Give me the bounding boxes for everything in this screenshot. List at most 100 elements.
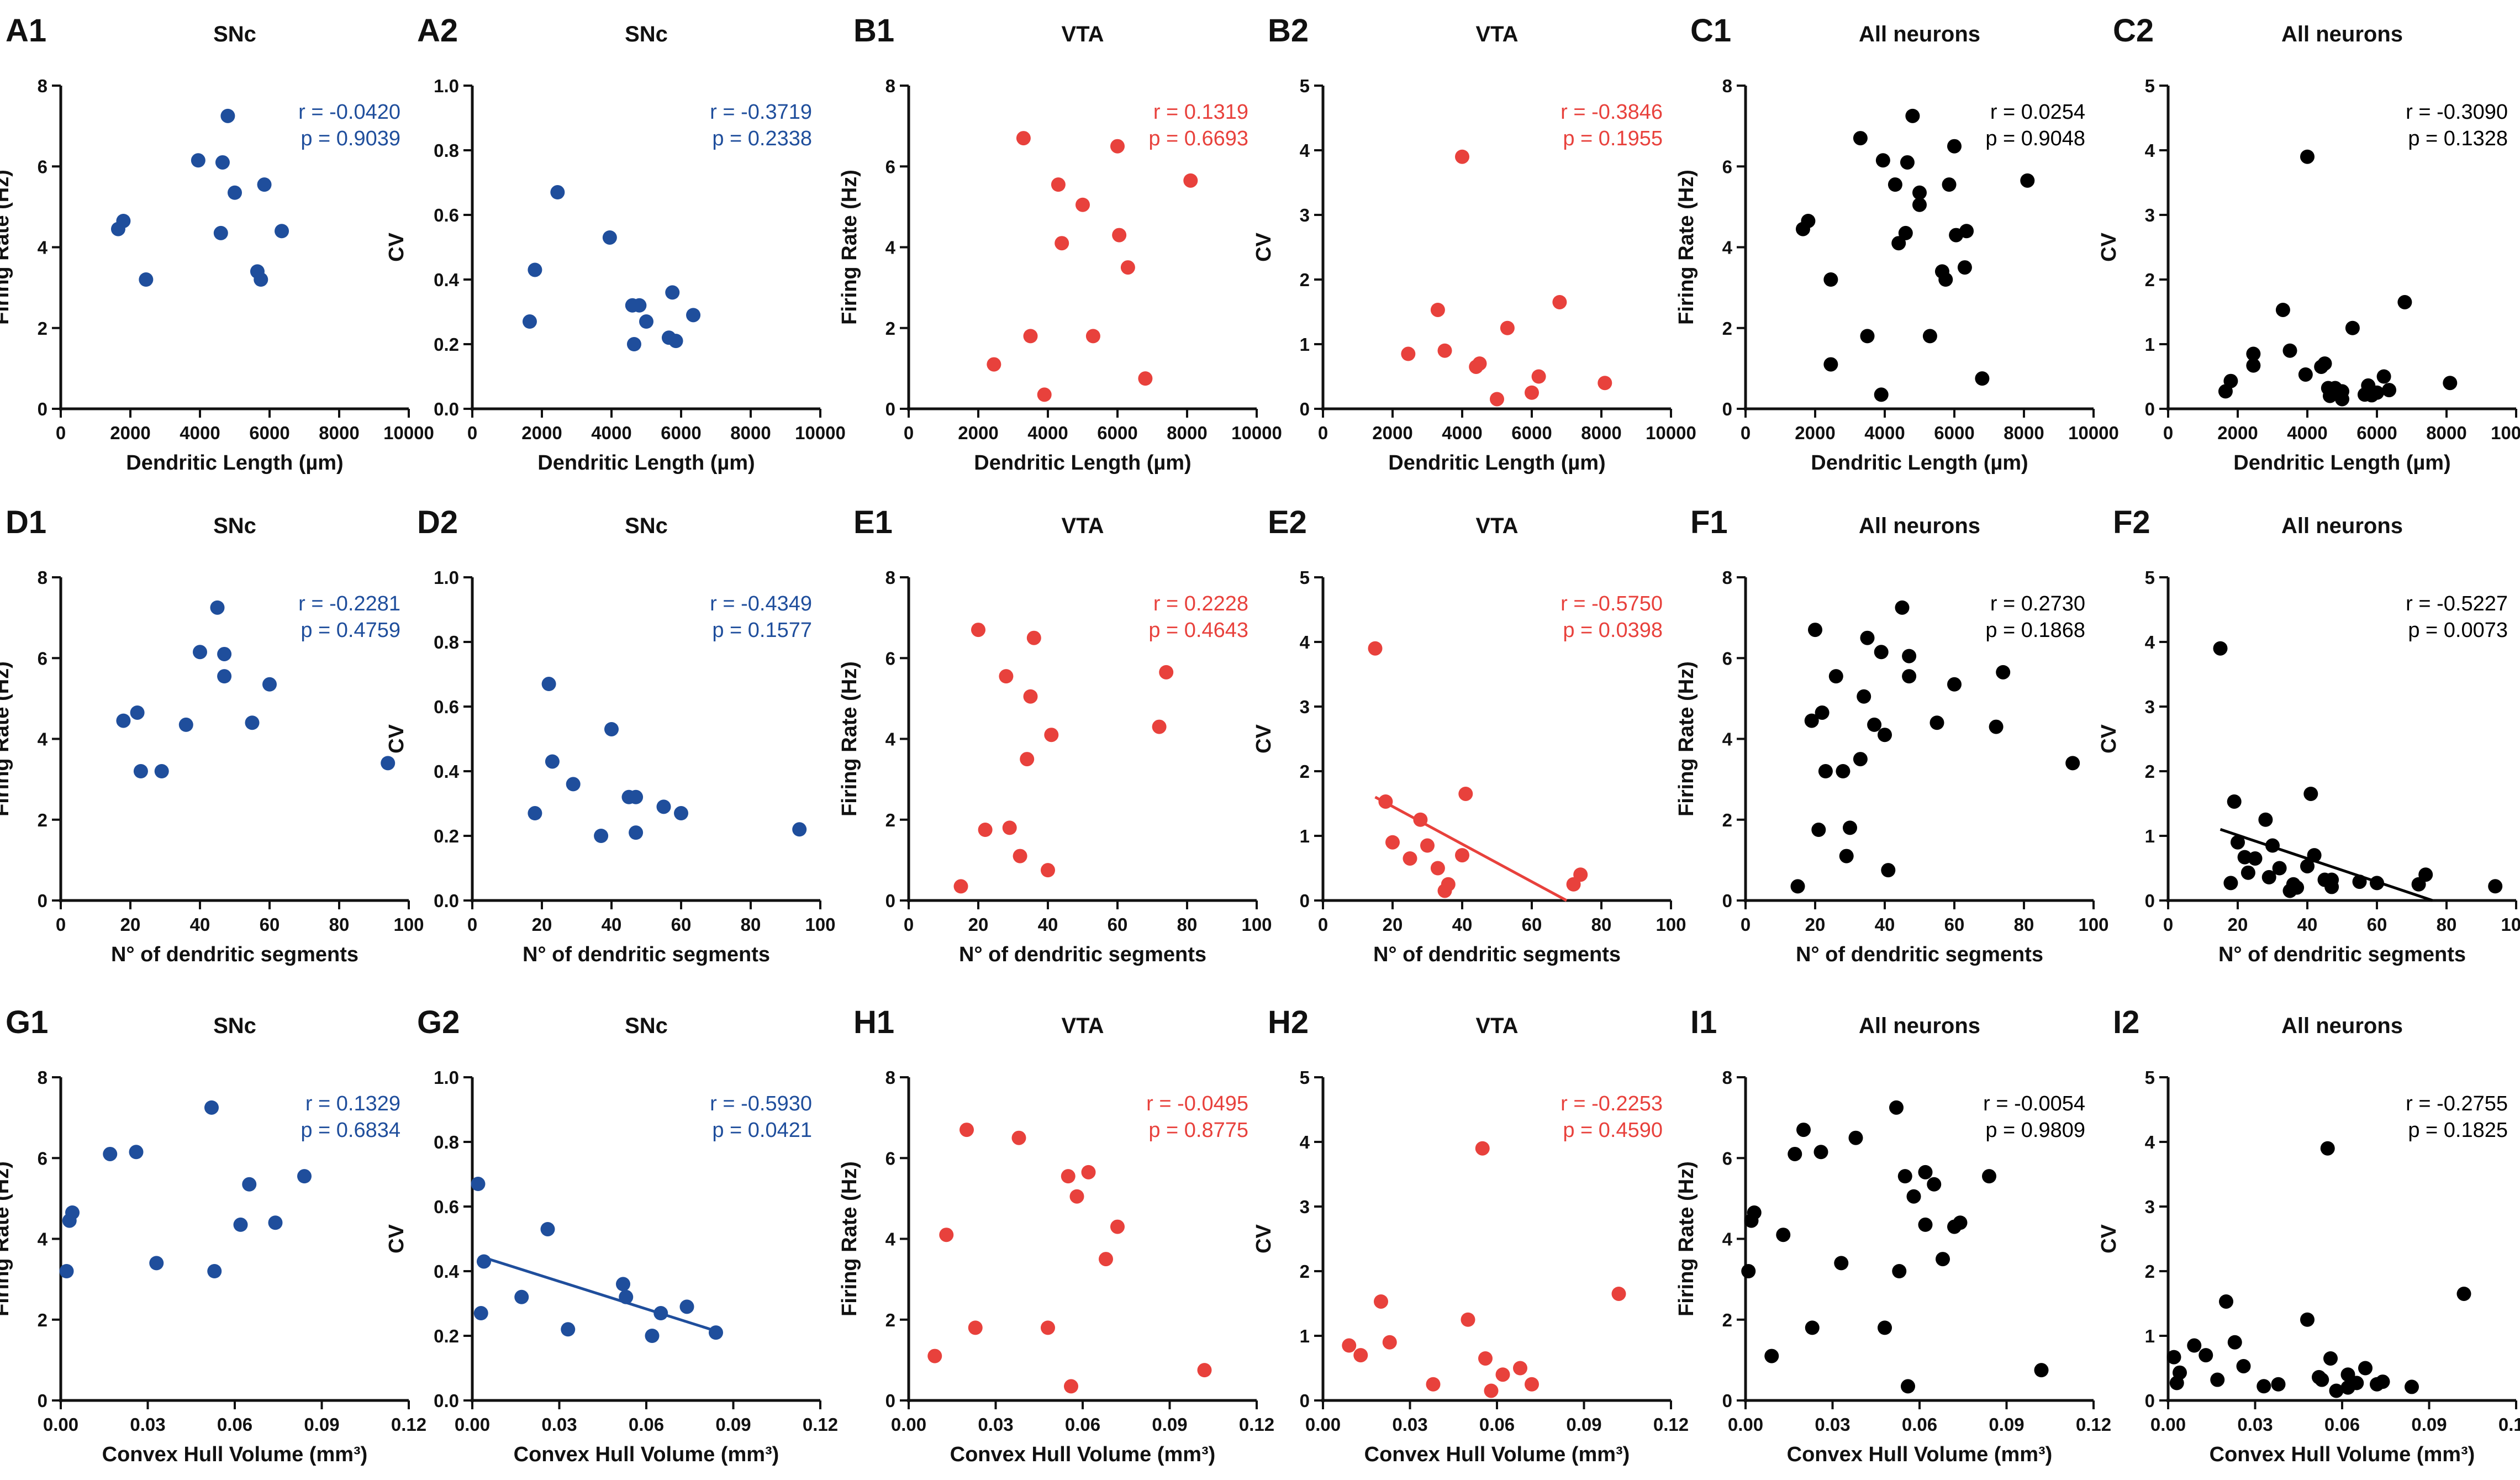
data-point [2223,373,2238,388]
data-point [1378,794,1393,809]
data-point [1020,752,1035,767]
data-point [262,677,277,692]
data-point [2271,1377,2286,1392]
correlation-r: r = -0.0495 [1146,1092,1248,1115]
panel-title: All neurons [2281,22,2403,46]
x-tick-label: 2000 [1372,423,1412,443]
data-point [653,1306,668,1321]
panel-label: G2 [417,1004,460,1040]
data-point [242,1177,257,1192]
x-tick-label: 100 [1656,914,1686,935]
data-point [594,829,609,843]
x-tick-label: 8000 [730,423,771,443]
y-axis-title: Firing Rate (Hz) [838,170,861,325]
data-point [191,153,205,168]
y-tick-label: 2 [2145,761,2155,782]
data-point [566,777,581,792]
panel-g2: G2 SNc 0.00 0.03 0.06 0.09 0.12 0.0 0.2 0.4 0.6 0.8… [385,1004,838,1466]
data-point [1069,1189,1084,1204]
x-tick-label: 6000 [249,423,289,443]
data-point [1764,1349,1779,1363]
data-point [297,1169,312,1184]
data-point [1461,1312,1475,1327]
data-point [1426,1377,1441,1392]
y-tick-label: 2 [1722,810,1732,830]
y-tick-label: 2 [38,1310,48,1330]
data-point [1430,861,1445,876]
data-point [473,1306,488,1321]
data-point [2272,861,2287,876]
data-point [1455,848,1469,863]
data-point [149,1256,164,1271]
y-tick-label: 4 [885,729,896,750]
data-point [220,108,235,123]
x-tick-label: 0 [467,423,477,443]
panel-e2: E2 VTA 0 20 40 60 80 100 0 1 2 3 4 5 N° of dendritic s… [1252,504,1686,966]
data-point [1823,357,1838,372]
y-tick-label: 0 [1722,1391,1732,1411]
x-tick-label: 0.12 [1239,1414,1274,1435]
x-tick-label: 0.09 [1566,1414,1601,1435]
data-point [626,337,641,351]
data-point [1776,1228,1791,1242]
y-tick-label: 4 [1722,238,1733,258]
data-point [1938,272,1953,287]
data-point [2375,1374,2390,1389]
y-tick-label: 0.0 [434,399,459,419]
y-tick-label: 8 [885,76,895,96]
data-point [1458,786,1473,801]
data-point [2265,838,2280,853]
data-point [1023,689,1038,704]
data-point [2213,641,2228,656]
x-axis-title: Convex Hull Volume (mm³) [1787,1443,2053,1466]
y-tick-label: 8 [1722,1067,1732,1088]
data-point [1016,131,1031,146]
panel-label: D1 [6,504,46,540]
data-point [550,185,565,200]
data-point [541,677,556,692]
x-tick-label: 60 [1944,914,1965,935]
y-axis-title: Firing Rate (Hz) [1675,1161,1698,1316]
x-tick-label: 0.06 [2324,1414,2360,1435]
data-point [2219,1294,2233,1309]
x-tick-label: 0.09 [2411,1414,2447,1435]
data-point [2317,356,2332,371]
data-point [2300,149,2315,164]
data-point [1495,1367,1510,1382]
x-tick-label: 0.09 [1152,1414,1187,1435]
y-tick-label: 0 [38,1391,48,1411]
data-point [1611,1286,1626,1301]
data-point [1081,1165,1096,1179]
data-point [2358,1361,2373,1376]
x-tick-label: 10000 [795,423,846,443]
correlation-r: r = -0.5750 [1560,592,1663,615]
data-point [1922,329,1937,344]
data-point [968,1320,983,1335]
x-tick-label: 0.12 [2076,1414,2111,1435]
y-tick-label: 1.0 [434,1067,459,1088]
data-point [1912,197,1927,212]
y-tick-label: 1 [1300,334,1310,355]
x-tick-label: 6000 [2356,423,2397,443]
y-tick-label: 6 [1722,1148,1732,1168]
data-point [2248,851,2263,866]
x-tick-label: 0.03 [1815,1414,1850,1435]
y-tick-label: 1 [2145,1326,2155,1346]
panel-title: All neurons [1859,1014,1980,1038]
x-tick-label: 0.03 [130,1414,165,1435]
x-tick-label: 2000 [1795,423,1835,443]
data-point [1455,149,1469,164]
data-point [2236,1358,2251,1373]
data-point [2187,1338,2202,1353]
x-tick-label: 20 [532,914,552,935]
correlation-p: p = 0.9048 [1985,127,2085,150]
x-axis-title: Dendritic Length (µm) [974,451,1191,475]
x-axis-title: N° of dendritic segments [111,943,359,966]
data-point [792,822,807,837]
data-point [1382,1335,1397,1350]
x-tick-label: 2000 [2217,423,2258,443]
data-point [1808,623,1822,638]
y-axis-title: Firing Rate (Hz) [0,1161,13,1316]
correlation-r: r = -0.0420 [298,101,400,124]
y-tick-label: 6 [38,156,48,177]
